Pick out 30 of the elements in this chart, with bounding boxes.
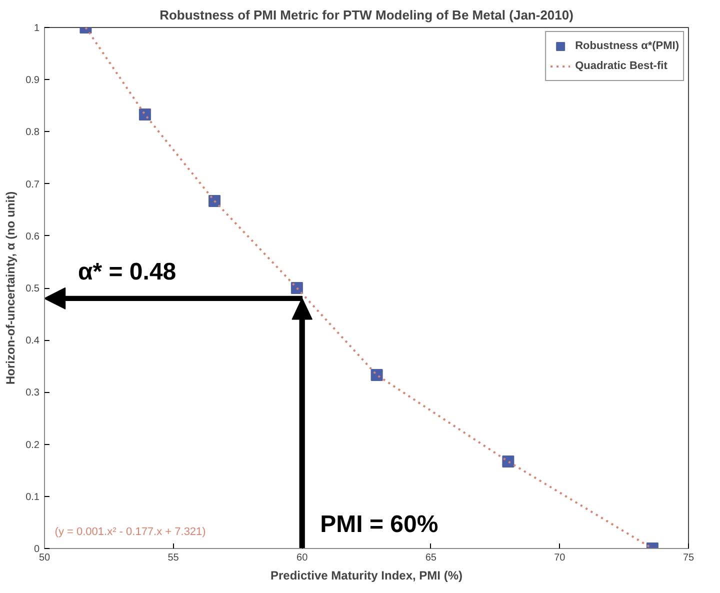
x-tick-label: 60 (296, 552, 308, 564)
y-tick-label: 0.3 (26, 388, 40, 399)
x-tick-label: 55 (168, 552, 180, 564)
chart-title: Robustness of PMI Metric for PTW Modeling of Be Metal (Jan-2010) (160, 8, 574, 22)
y-tick-label: 0.4 (26, 336, 40, 347)
annotation: (y = 0.001.x² - 0.177.x + 7.321) (54, 526, 206, 538)
y-tick-label: 0.7 (26, 179, 40, 190)
y-tick-label: 0.1 (26, 492, 40, 503)
point (502, 455, 514, 468)
x-tick-label: 65 (425, 552, 437, 564)
x-tick-label: 75 (682, 552, 694, 564)
y-tick-label: 1 (34, 23, 40, 34)
y-tick-label: 0.8 (26, 127, 40, 138)
y-tick-label: 0.6 (26, 231, 40, 242)
ref-line-label: α* = 0.48 (78, 258, 176, 286)
point (290, 282, 303, 294)
point (138, 108, 151, 121)
y-axis-title: Horizon-of-uncertainty, α (no unit) (4, 191, 18, 385)
legend-label: Robustness α*(PMI) (575, 40, 679, 52)
x-tick-label: 70 (554, 552, 566, 564)
legend-label: Quadratic Best-fit (575, 60, 668, 72)
x-tick-label: 50 (38, 552, 50, 564)
y-tick-label: 0.5 (26, 284, 40, 294)
ref-line-label: PMI = 60% (320, 511, 438, 538)
point (370, 369, 383, 382)
y-tick-label: 0.9 (26, 75, 40, 86)
x-axis-title: Predictive Maturity Index, PMI (%) (270, 568, 463, 582)
y-tick-label: 0 (34, 544, 40, 555)
point (208, 194, 221, 207)
y-tick-label: 0.2 (26, 440, 40, 451)
